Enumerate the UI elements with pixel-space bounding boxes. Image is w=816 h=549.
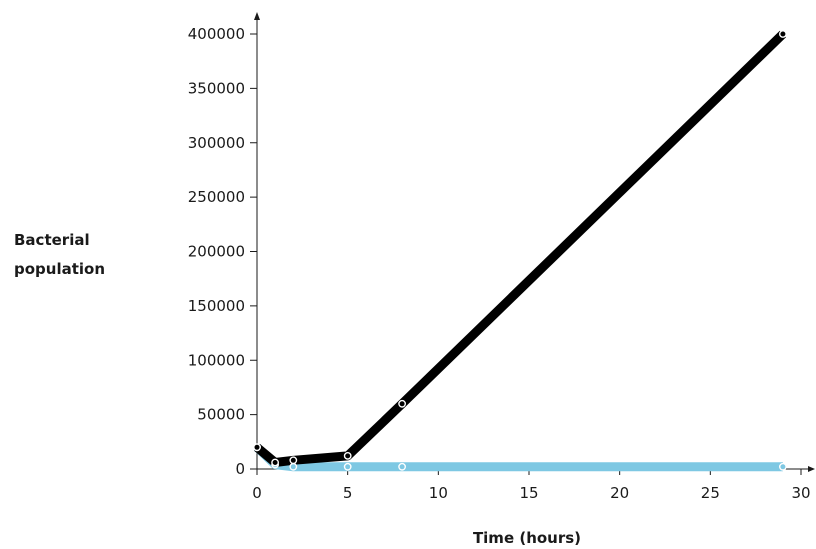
y-axis-title-line-1: Bacterial — [14, 231, 90, 249]
x-tick-label: 20 — [610, 484, 629, 502]
axes-group: 0 50000 100000 150000 200000 250000 300000 3500… — [188, 12, 815, 502]
data-point-series-2 — [289, 456, 298, 465]
x-tick-label: 10 — [429, 484, 448, 502]
points-group — [253, 30, 787, 471]
data-point-series-2 — [271, 458, 279, 467]
y-axis-arrow — [254, 12, 260, 20]
y-tick-label: 400000 — [188, 25, 245, 43]
series-line-2 — [254, 30, 787, 467]
data-point-series-2 — [398, 399, 406, 408]
x-tick-label: 0 — [252, 484, 262, 502]
y-tick-label: 200000 — [188, 243, 245, 261]
labels-group: Bacterial population Time (hours) — [14, 231, 581, 547]
y-axis-title-line-2: population — [14, 260, 105, 278]
y-tick-label: 0 — [235, 460, 245, 478]
data-point-series-1 — [343, 462, 352, 471]
x-tick-label: 5 — [343, 484, 353, 502]
data-point-series-2 — [343, 451, 352, 460]
y-tick-label: 350000 — [188, 79, 245, 97]
y-tick-label: 300000 — [188, 134, 245, 152]
y-tick-label: 50000 — [197, 406, 245, 424]
y-tick-label: 250000 — [188, 188, 245, 206]
data-point-series-1 — [398, 462, 406, 471]
data-point-series-1 — [289, 462, 298, 471]
series-group — [253, 30, 787, 472]
y-tick-label: 100000 — [188, 351, 245, 369]
x-axis-arrow — [808, 466, 815, 472]
data-point-series-1 — [779, 462, 787, 471]
data-point-series-2 — [779, 30, 787, 38]
x-tick-label: 30 — [791, 484, 810, 502]
x-axis-title: Time (hours) — [473, 529, 581, 547]
y-tick-label: 150000 — [188, 297, 245, 315]
x-tick-label: 25 — [701, 484, 720, 502]
x-tick-label: 15 — [519, 484, 538, 502]
data-point-series-2 — [253, 443, 261, 452]
